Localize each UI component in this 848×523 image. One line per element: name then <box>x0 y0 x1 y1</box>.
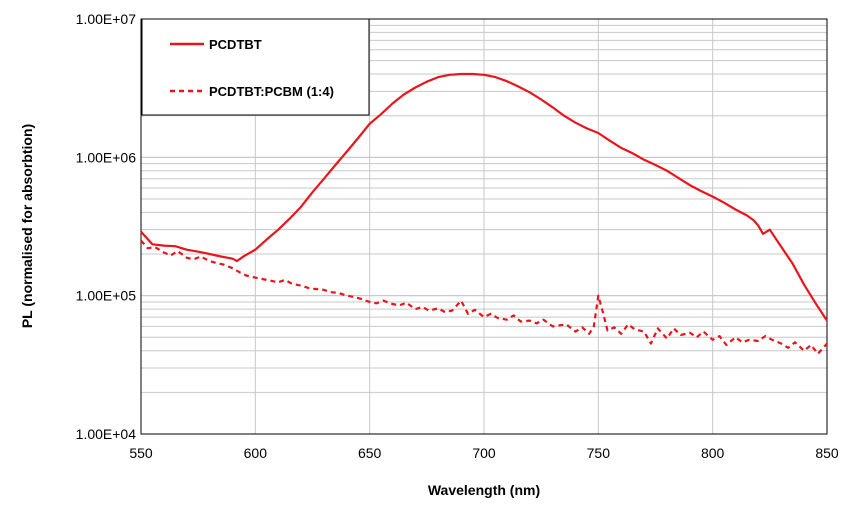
x-tick-label: 700 <box>472 445 496 461</box>
legend-label-pcdtbt: PCDTBT <box>209 37 262 52</box>
legend: PCDTBT PCDTBT:PCBM (1:4) <box>141 18 370 116</box>
series-layer <box>140 72 828 355</box>
x-tick-label: 800 <box>701 445 725 461</box>
x-axis-title: Wavelength (nm) <box>428 482 540 498</box>
series-line-pcdtbt-pcbm <box>140 239 828 355</box>
x-tick-label: 850 <box>815 445 839 461</box>
y-tick-label: 1.00E+07 <box>76 11 137 27</box>
legend-label-pcdtbt-pcbm: PCDTBT:PCBM (1:4) <box>209 84 334 99</box>
x-tick-label: 750 <box>587 445 611 461</box>
x-tick-label: 600 <box>244 445 268 461</box>
grid-lines <box>140 18 828 435</box>
x-tick-label: 550 <box>129 445 153 461</box>
plot-area-frame <box>140 18 828 435</box>
x-tick-label: 650 <box>358 445 382 461</box>
legend-box <box>141 18 370 116</box>
tick-labels: 550 600 650 700 750 800 850 1.00E+04 1.00E+05 1.0… <box>76 11 839 461</box>
y-tick-label: 1.00E+05 <box>76 288 137 304</box>
series-line-pcdtbt <box>140 72 828 322</box>
y-tick-label: 1.00E+06 <box>76 149 137 165</box>
y-tick-label: 1.00E+04 <box>76 426 137 442</box>
y-axis-title: PL (normalised for absorbtion) <box>19 124 35 328</box>
